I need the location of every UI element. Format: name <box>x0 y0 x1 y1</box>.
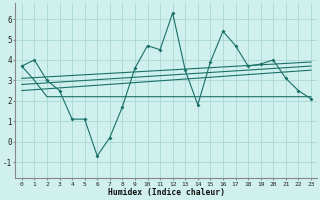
X-axis label: Humidex (Indice chaleur): Humidex (Indice chaleur) <box>108 188 225 197</box>
